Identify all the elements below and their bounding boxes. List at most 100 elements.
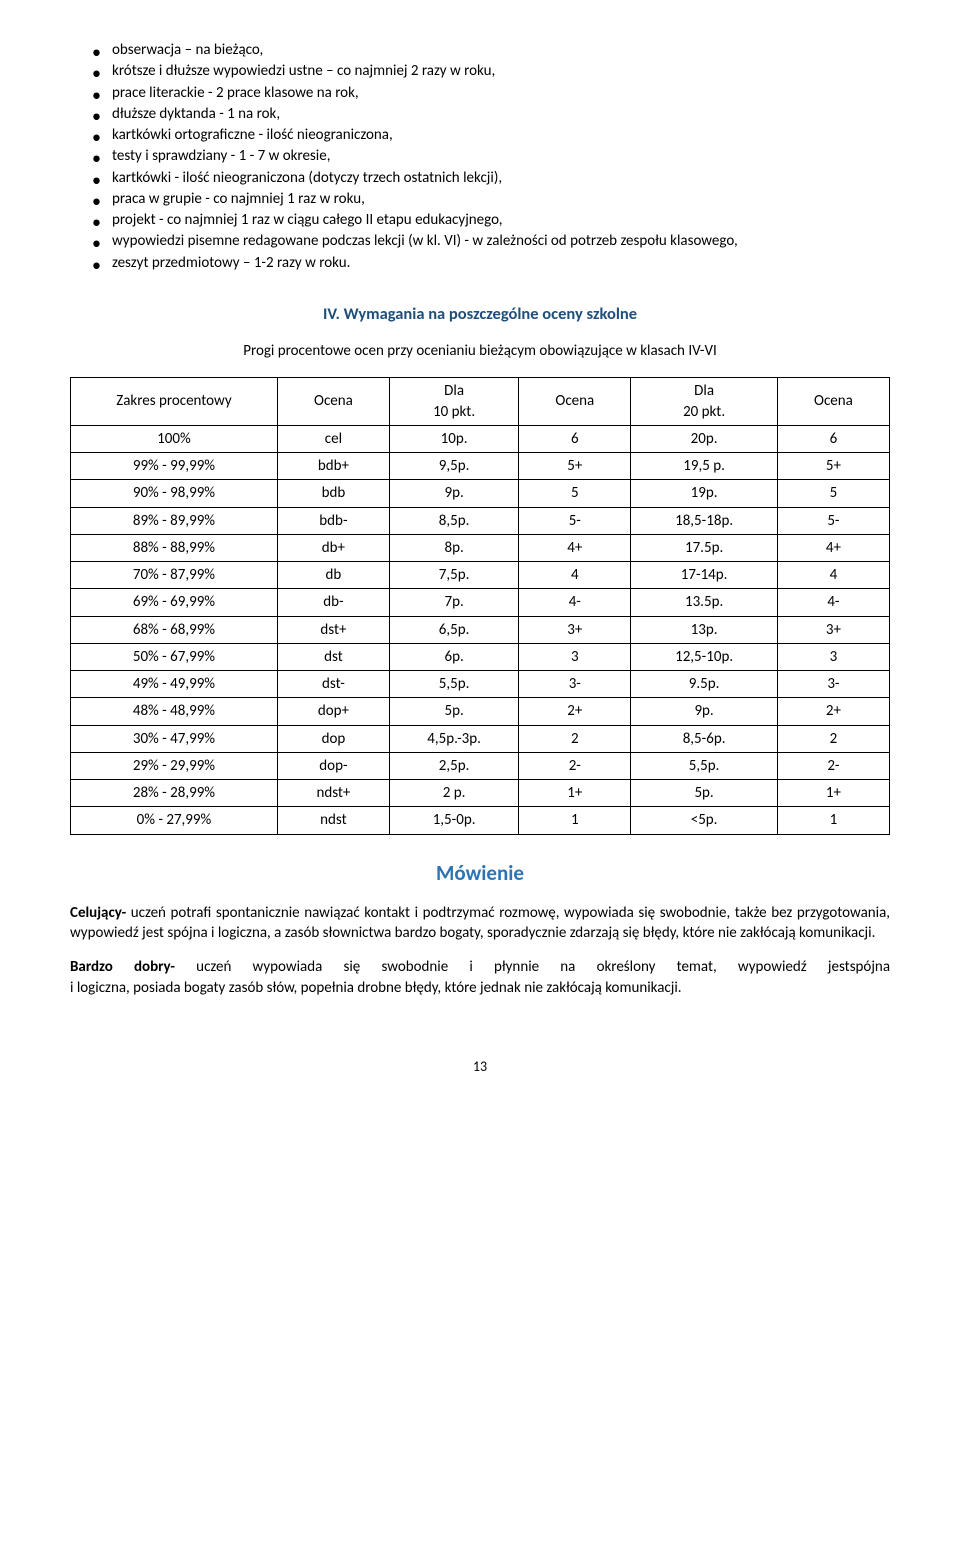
table-cell: 3+ [777,616,889,643]
table-header: Ocena [519,378,631,426]
table-cell: bdb- [277,507,389,534]
table-cell: 19p. [631,480,778,507]
table-cell: 8,5p. [389,507,518,534]
bold-celujacy: Celujący- [70,904,126,922]
table-cell: 100% [71,425,278,452]
table-cell: 88% - 88,99% [71,534,278,561]
table-cell: 4,5p.-3p. [389,725,518,752]
table-cell: <5p. [631,807,778,834]
bullet-item: dłuższe dyktanda - 1 na rok, [70,104,890,124]
table-cell: dop- [277,752,389,779]
table-cell: 29% - 29,99% [71,752,278,779]
table-cell: 3 [519,643,631,670]
table-row: 70% - 87,99%db7,5p.417-14p.4 [71,562,890,589]
table-cell: dop+ [277,698,389,725]
table-cell: 5 [777,480,889,507]
table-cell: 19,5 p. [631,453,778,480]
table-cell: dop [277,725,389,752]
bullet-item: projekt - co najmniej 1 raz w ciągu całe… [70,210,890,230]
bullet-item: prace literackie - 2 prace klasowe na ro… [70,83,890,103]
table-cell: 17-14p. [631,562,778,589]
table-cell: 18,5-18p. [631,507,778,534]
text-bdb-right: spójna [850,957,890,977]
table-cell: 2,5p. [389,752,518,779]
section-heading: IV. Wymagania na poszczególne oceny szko… [70,303,890,325]
subheading-mowienie: Mówienie [70,859,890,887]
table-row: 99% - 99,99%bdb+9,5p.5+19,5 p.5+ [71,453,890,480]
table-cell: 68% - 68,99% [71,616,278,643]
table-cell: 5+ [519,453,631,480]
table-cell: 2 [777,725,889,752]
bullet-list: obserwacja – na bieżąco,krótsze i dłuższ… [70,40,890,273]
table-row: 29% - 29,99%dop-2,5p.2-5,5p.2- [71,752,890,779]
table-cell: bdb+ [277,453,389,480]
table-row: 30% - 47,99%dop4,5p.-3p.28,5-6p.2 [71,725,890,752]
table-cell: db- [277,589,389,616]
bullet-item: praca w grupie - co najmniej 1 raz w rok… [70,189,890,209]
table-row: 68% - 68,99%dst+6,5p.3+13p.3+ [71,616,890,643]
table-header: Zakres procentowy [71,378,278,426]
bold-bardzo-dobry: Bardzo dobry- [70,958,175,976]
table-cell: 48% - 48,99% [71,698,278,725]
text-celujacy: uczeń potrafi spontanicznie nawiązać kon… [70,904,890,942]
table-cell: 6 [519,425,631,452]
bullet-item: testy i sprawdziany - 1 - 7 w okresie, [70,146,890,166]
table-row: 89% - 89,99%bdb-8,5p.5-18,5-18p.5- [71,507,890,534]
table-header: Dla10 pkt. [389,378,518,426]
table-cell: 70% - 87,99% [71,562,278,589]
table-cell: 99% - 99,99% [71,453,278,480]
table-cell: 13.5p. [631,589,778,616]
table-cell: db+ [277,534,389,561]
paragraph-bardzo-dobry-2: i logiczna, posiada bogaty zasób słów, p… [70,978,890,998]
table-cell: 4+ [777,534,889,561]
table-row: 88% - 88,99%db+8p.4+17.5p.4+ [71,534,890,561]
table-cell: dst [277,643,389,670]
table-header: Ocena [277,378,389,426]
table-cell: 9,5p. [389,453,518,480]
bullet-item: kartkówki - ilość nieograniczona (dotycz… [70,168,890,188]
table-cell: bdb [277,480,389,507]
table-cell: 2+ [519,698,631,725]
bullet-item: zeszyt przedmiotowy – 1-2 razy w roku. [70,253,890,273]
table-cell: 20p. [631,425,778,452]
table-cell: 2+ [777,698,889,725]
intro-paragraph: Progi procentowe ocen przy ocenianiu bie… [70,341,890,361]
table-row: 48% - 48,99%dop+5p.2+9p.2+ [71,698,890,725]
table-cell: 30% - 47,99% [71,725,278,752]
table-cell: 10p. [389,425,518,452]
table-cell: 1 [777,807,889,834]
table-cell: 4- [519,589,631,616]
table-header: Ocena [777,378,889,426]
table-cell: 9p. [389,480,518,507]
table-cell: 1 [519,807,631,834]
table-cell: 2 p. [389,780,518,807]
table-cell: 50% - 67,99% [71,643,278,670]
bullet-item: obserwacja – na bieżąco, [70,40,890,60]
table-cell: 7,5p. [389,562,518,589]
text-bdb-mid: uczeń wypowiada się swobodnie i płynnie … [175,958,850,976]
table-cell: 4- [777,589,889,616]
table-cell: 5,5p. [389,671,518,698]
table-cell: 9.5p. [631,671,778,698]
table-cell: 6,5p. [389,616,518,643]
table-row: 90% - 98,99%bdb9p.519p.5 [71,480,890,507]
bullet-item: krótsze i dłuższe wypowiedzi ustne – co … [70,61,890,81]
table-cell: 13p. [631,616,778,643]
table-row: 0% - 27,99%ndst1,5-0p.1<5p.1 [71,807,890,834]
table-cell: 4+ [519,534,631,561]
table-cell: 4 [777,562,889,589]
table-cell: 4 [519,562,631,589]
table-row: 50% - 67,99%dst6p.312,5-10p.3 [71,643,890,670]
table-cell: 3+ [519,616,631,643]
table-cell: 8,5-6p. [631,725,778,752]
table-row: 100%cel10p.620p.6 [71,425,890,452]
table-cell: 6 [777,425,889,452]
table-cell: 0% - 27,99% [71,807,278,834]
table-cell: 49% - 49,99% [71,671,278,698]
table-cell: db [277,562,389,589]
table-cell: 90% - 98,99% [71,480,278,507]
table-cell: ndst [277,807,389,834]
table-row: 28% - 28,99%ndst+2 p.1+5p.1+ [71,780,890,807]
table-cell: 5- [777,507,889,534]
bullet-item: wypowiedzi pisemne redagowane podczas le… [70,231,890,251]
